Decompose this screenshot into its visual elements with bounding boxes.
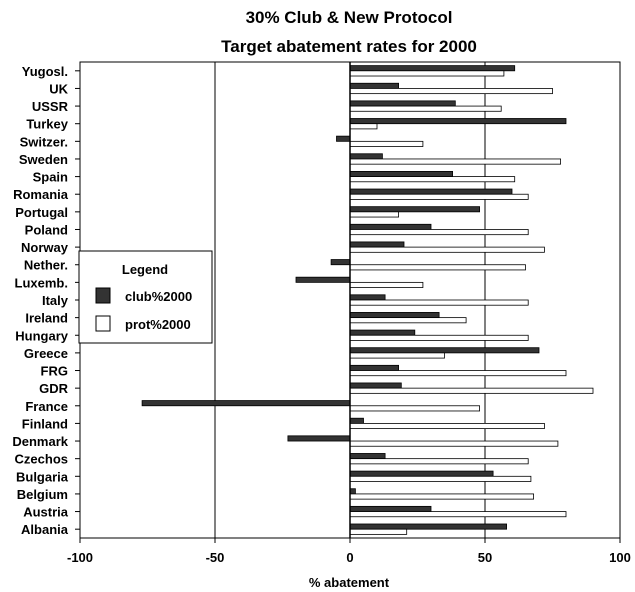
legend-swatch-club [95, 287, 111, 304]
legend-label-club: club%2000 [125, 289, 192, 304]
bar-club2000 [349, 364, 399, 371]
bar-club2000 [349, 488, 356, 495]
category-label: Greece [24, 346, 68, 361]
bar-prot2000 [349, 246, 545, 253]
bar-club2000 [349, 170, 453, 177]
category-label: Finland [22, 416, 68, 431]
bar-prot2000 [349, 140, 424, 147]
bar-club2000 [141, 400, 351, 407]
category-label: Italy [42, 293, 69, 308]
legend-title: Legend [122, 262, 168, 277]
bar-club2000 [349, 523, 508, 530]
chart-subtitle: Target abatement rates for 2000 [221, 37, 477, 56]
category-label: Romania [13, 187, 69, 202]
bar-prot2000 [349, 511, 567, 518]
bar-club2000 [336, 135, 351, 142]
bar-prot2000 [349, 229, 529, 236]
bar-club2000 [349, 505, 432, 512]
bar-club2000 [349, 223, 432, 230]
category-label: Yugosl. [22, 64, 68, 79]
category-label: Spain [33, 170, 68, 185]
bar-club2000 [349, 329, 416, 336]
category-label: Nether. [24, 258, 68, 273]
category-label: Austria [23, 505, 69, 520]
category-label: Hungary [15, 328, 69, 343]
category-label: Luxemb. [15, 275, 68, 290]
bar-prot2000 [349, 299, 529, 306]
x-tick-label: 50 [478, 550, 492, 565]
category-label: Ireland [25, 311, 68, 326]
bar-prot2000 [349, 88, 553, 95]
bar-prot2000 [349, 334, 529, 341]
category-label: Switzer. [20, 134, 68, 149]
bar-prot2000 [349, 193, 529, 200]
bar-prot2000 [349, 123, 378, 130]
x-tick-label: -50 [206, 550, 225, 565]
chart-title: 30% Club & New Protocol [246, 8, 453, 27]
bar-club2000 [349, 241, 405, 248]
category-label: Norway [21, 240, 69, 255]
category-label: Sweden [19, 152, 68, 167]
bar-club2000 [349, 118, 567, 125]
bar-prot2000 [349, 387, 594, 394]
category-label: Bulgaria [16, 469, 69, 484]
x-axis-title: % abatement [309, 575, 390, 590]
bar-club2000 [349, 82, 399, 89]
category-label: Portugal [15, 205, 68, 220]
bar-club2000 [349, 382, 402, 389]
bar-club2000 [349, 347, 540, 354]
bar-prot2000 [349, 281, 424, 288]
bar-club2000 [349, 65, 516, 72]
bar-prot2000 [349, 105, 502, 112]
category-label: FRG [41, 364, 68, 379]
bar-club2000 [330, 259, 351, 266]
category-label: Albania [21, 522, 69, 537]
category-label: UK [49, 81, 68, 96]
legend-label-prot: prot%2000 [125, 317, 191, 332]
bar-prot2000 [349, 158, 562, 165]
bar-club2000 [349, 206, 481, 213]
bar-prot2000 [349, 458, 529, 465]
plot-area: -100 -50 0 50 100 Yugosl. UK USSR Turkey Switzer.… [12, 61, 631, 565]
bar-club2000 [349, 453, 386, 460]
bar-club2000 [349, 312, 440, 319]
category-label: France [25, 399, 68, 414]
x-tick-label: 100 [609, 550, 631, 565]
bar-prot2000 [349, 405, 481, 412]
bar-prot2000 [349, 70, 505, 77]
category-label: Denmark [12, 434, 68, 449]
category-label: Poland [25, 222, 68, 237]
bar-club2000 [349, 188, 513, 195]
bar-prot2000 [349, 211, 399, 218]
bar-prot2000 [349, 264, 526, 271]
category-label: Czechos [15, 452, 68, 467]
bar-club2000 [287, 435, 351, 442]
x-tick-label: 0 [346, 550, 353, 565]
category-label: Belgium [17, 487, 68, 502]
bar-club2000 [295, 276, 351, 283]
category-label: USSR [32, 99, 69, 114]
legend-swatch-prot [95, 315, 111, 332]
bar-prot2000 [349, 370, 567, 377]
bar-club2000 [349, 294, 386, 301]
bar-club2000 [349, 100, 456, 107]
bar-prot2000 [349, 440, 559, 447]
category-label: GDR [39, 381, 69, 396]
bar-prot2000 [349, 317, 467, 324]
bar-club2000 [349, 153, 383, 160]
bar-prot2000 [349, 493, 535, 500]
bar-prot2000 [349, 528, 408, 535]
bar-prot2000 [349, 352, 445, 359]
x-tick-label: -100 [67, 550, 93, 565]
bar-prot2000 [349, 423, 545, 430]
bar-club2000 [349, 470, 494, 477]
legend: Legend club%2000 prot%2000 [78, 250, 213, 344]
bar-prot2000 [349, 475, 532, 482]
bar-prot2000 [349, 176, 516, 183]
category-label: Turkey [26, 117, 68, 132]
bar-club2000 [349, 417, 364, 424]
